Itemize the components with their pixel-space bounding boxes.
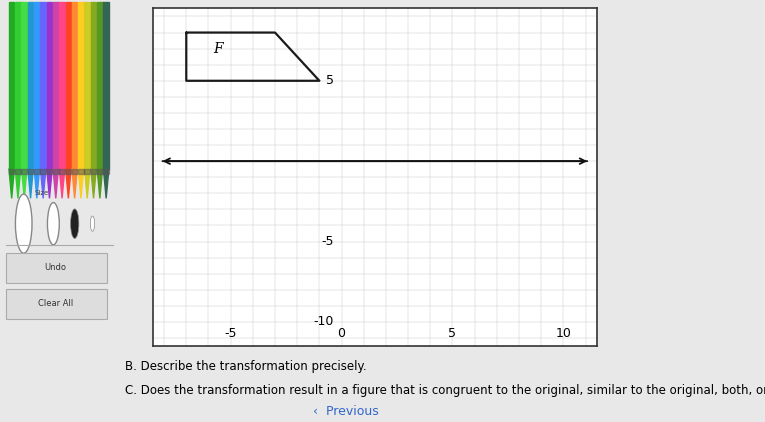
Text: Clear All: Clear All	[38, 299, 73, 308]
Polygon shape	[78, 2, 83, 169]
Polygon shape	[103, 2, 109, 169]
Polygon shape	[60, 169, 65, 198]
Polygon shape	[41, 169, 46, 198]
Polygon shape	[28, 2, 34, 169]
Polygon shape	[91, 2, 96, 169]
Polygon shape	[91, 169, 96, 174]
Text: C. Does the transformation result in a figure that is congruent to the original,: C. Does the transformation result in a f…	[125, 384, 765, 397]
Circle shape	[70, 209, 79, 238]
Polygon shape	[103, 169, 109, 174]
Polygon shape	[91, 169, 96, 198]
Polygon shape	[9, 169, 15, 174]
Circle shape	[15, 194, 32, 253]
Polygon shape	[47, 169, 52, 198]
Polygon shape	[97, 2, 103, 169]
Polygon shape	[78, 169, 83, 198]
Polygon shape	[72, 2, 77, 169]
Polygon shape	[21, 169, 27, 174]
Polygon shape	[15, 169, 21, 174]
Polygon shape	[47, 169, 52, 174]
Polygon shape	[60, 169, 65, 174]
Polygon shape	[103, 169, 109, 198]
Text: B. Describe the transformation precisely.: B. Describe the transformation precisely…	[125, 360, 366, 373]
Polygon shape	[60, 2, 65, 169]
Polygon shape	[21, 169, 27, 198]
Circle shape	[47, 203, 60, 245]
Circle shape	[90, 216, 95, 231]
Polygon shape	[97, 169, 103, 174]
Bar	[6, 253, 106, 283]
Text: -10: -10	[314, 315, 334, 328]
Polygon shape	[53, 2, 59, 169]
Text: -5: -5	[224, 327, 237, 340]
Text: Size: Size	[34, 190, 49, 196]
Text: ‹  Previous: ‹ Previous	[312, 405, 378, 418]
Polygon shape	[66, 169, 71, 174]
Polygon shape	[34, 2, 40, 169]
Polygon shape	[53, 169, 59, 174]
Text: -5: -5	[321, 235, 334, 248]
Polygon shape	[66, 169, 71, 198]
Polygon shape	[34, 169, 40, 174]
Polygon shape	[41, 2, 46, 169]
Text: 5: 5	[326, 74, 334, 87]
Polygon shape	[84, 169, 90, 174]
Polygon shape	[15, 169, 21, 198]
Polygon shape	[66, 2, 71, 169]
Polygon shape	[21, 2, 27, 169]
Polygon shape	[28, 169, 34, 174]
Polygon shape	[53, 169, 59, 198]
Polygon shape	[84, 169, 90, 198]
Polygon shape	[41, 169, 46, 174]
Polygon shape	[72, 169, 77, 174]
Polygon shape	[97, 169, 103, 198]
Polygon shape	[78, 169, 83, 174]
Polygon shape	[47, 2, 52, 169]
Text: 10: 10	[555, 327, 571, 340]
Polygon shape	[34, 169, 40, 198]
Text: F: F	[213, 43, 223, 57]
Polygon shape	[72, 169, 77, 198]
Polygon shape	[28, 169, 34, 198]
Bar	[6, 289, 106, 319]
Polygon shape	[9, 2, 15, 169]
Polygon shape	[9, 169, 15, 198]
Text: 5: 5	[448, 327, 457, 340]
Polygon shape	[84, 2, 90, 169]
Polygon shape	[15, 2, 21, 169]
Text: 0: 0	[337, 327, 346, 340]
Text: Undo: Undo	[44, 263, 67, 273]
